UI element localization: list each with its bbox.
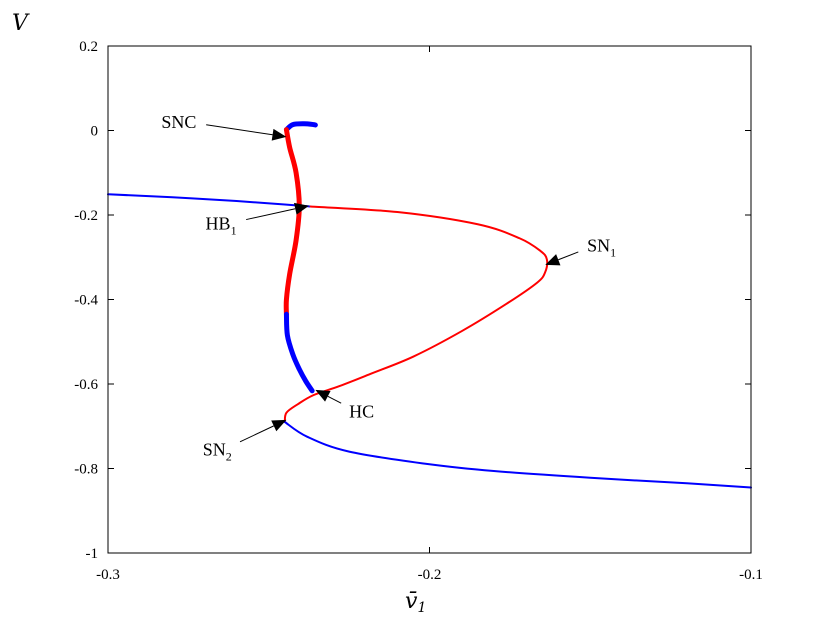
annotation-leader: [206, 124, 273, 136]
annotation-hc: HC: [315, 389, 374, 421]
annotation-leader: [239, 425, 274, 443]
annotation-arrowhead: [271, 419, 287, 432]
x-axis-label-main: v̄: [405, 589, 418, 614]
ticks-layer: -0.3 -0.2 -0.1 0.2 0 -0.2 -0.4 -0.6 -0.8 -1: [74, 39, 763, 583]
annotation-hb1: HB1: [206, 202, 309, 237]
y-tick-label: -0.4: [74, 293, 98, 309]
x-axis-label-subscript: 1: [417, 600, 426, 616]
x-tick-label: -0.2: [418, 567, 442, 583]
y-tick-label: -0.8: [74, 462, 98, 478]
x-axis-label: v̄1: [405, 589, 426, 616]
annotation-sn2: SN2: [203, 419, 287, 463]
y-tick-label: -1: [86, 546, 99, 562]
annotations-layer: SNC HB1 SN1 HC SN2: [161, 112, 616, 463]
unstable-branch-thick-4: [283, 127, 302, 317]
annotation-arrowhead: [293, 202, 309, 215]
annotation-leader: [327, 395, 342, 404]
annotation-label: SN2: [203, 439, 232, 463]
annotation-subscript: 2: [226, 449, 232, 463]
x-tick-label: -0.3: [96, 567, 120, 583]
unstable-branch-thin-1: [283, 205, 549, 424]
y-axis-label: V: [12, 11, 30, 36]
annotation-snc: SNC: [161, 112, 287, 141]
stable-branch-thin-0: [107, 193, 312, 208]
y-tick-label: -0.6: [74, 377, 98, 393]
annotation-arrowhead: [271, 128, 287, 141]
annotation-label: SN1: [587, 235, 616, 259]
annotation-subscript: 1: [610, 245, 616, 259]
annotation-subscript: 1: [231, 223, 237, 237]
annotation-label: HC: [349, 401, 374, 421]
annotation-arrowhead: [545, 254, 561, 266]
stable-branch-thick-5: [283, 311, 315, 394]
annotation-arrowhead: [315, 389, 331, 402]
annotation-leader: [246, 208, 296, 221]
annotation-label: HB1: [206, 213, 237, 237]
annotation-leader: [558, 251, 579, 261]
plot-frame: [107, 45, 752, 554]
y-tick-label: 0.2: [79, 39, 98, 55]
curves-layer: [107, 121, 752, 489]
stable-branch-thick-3: [283, 121, 318, 133]
x-tick-label: -0.1: [739, 567, 763, 583]
y-tick-label: -0.2: [74, 208, 98, 224]
annotation-sn1: SN1: [545, 235, 616, 266]
y-tick-label: 0: [91, 124, 99, 140]
annotation-label: SNC: [161, 112, 196, 132]
stable-branch-thin-2: [283, 421, 752, 489]
